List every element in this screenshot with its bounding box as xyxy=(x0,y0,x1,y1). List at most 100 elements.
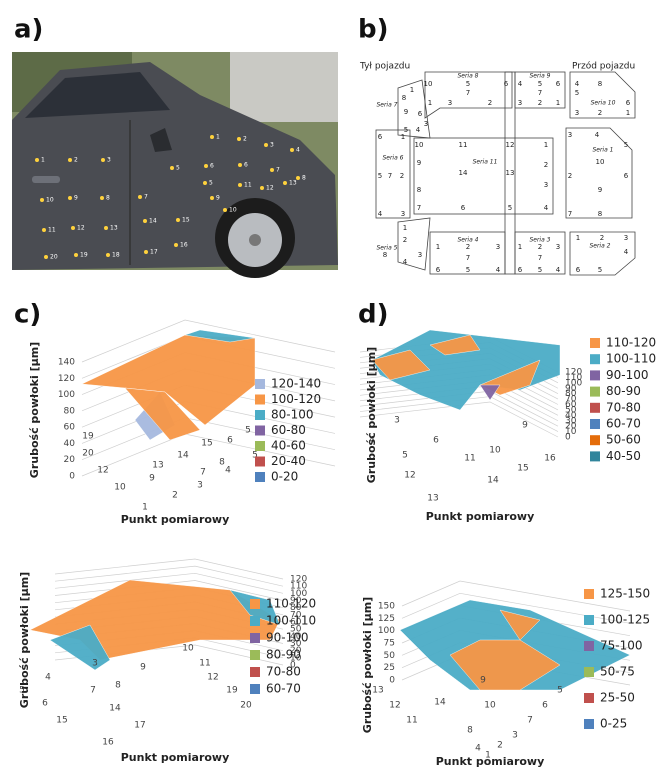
diagram-point: 5 xyxy=(598,266,602,274)
y-tick-label: 60 xyxy=(64,423,76,433)
depth-label: 12 xyxy=(404,471,415,481)
depth-label: 3 xyxy=(394,416,400,426)
legend-label: 75-100 xyxy=(600,639,643,653)
diagram-point: 7 xyxy=(568,210,572,218)
y-tick-label: 150 xyxy=(378,602,395,612)
point-label: 3 xyxy=(270,142,274,149)
measure-dot xyxy=(44,255,48,259)
depth-label: 7 xyxy=(200,468,206,478)
depth-label: 10 xyxy=(484,701,496,711)
legend-swatch xyxy=(584,641,594,651)
y-axis-title: Grubość powłoki [µm] xyxy=(18,572,31,708)
measure-dot xyxy=(100,196,104,200)
measure-dot xyxy=(71,226,75,230)
diagram-point: 4 xyxy=(378,210,383,218)
diagram-point: 3 xyxy=(448,99,452,107)
point-label: 4 xyxy=(296,147,300,154)
diagram-point: 3 xyxy=(624,234,628,242)
measure-dot xyxy=(204,164,208,168)
diagram-point: 8 xyxy=(598,80,602,88)
y-tick-label: 120 xyxy=(58,374,75,384)
diagram-point: 5 xyxy=(624,141,628,149)
legend-swatch xyxy=(590,435,600,445)
diagram-point: 6 xyxy=(624,172,629,180)
depth-label: 20 xyxy=(240,701,252,711)
legend-label: 100-125 xyxy=(600,613,650,627)
legend-label: 100-110 xyxy=(606,352,656,366)
legend-swatch xyxy=(255,426,265,436)
legend-swatch xyxy=(255,379,265,389)
legend-swatch xyxy=(250,633,260,643)
y-tick-label: 100 xyxy=(378,626,395,636)
legend-swatch xyxy=(250,616,260,626)
diagram-point: 3 xyxy=(568,131,572,139)
depth-label: 2 xyxy=(172,491,178,501)
legend-label: 110-120 xyxy=(606,336,656,350)
depth-label: 15 xyxy=(56,716,67,726)
x-axis-title: Punkt pomiarowy xyxy=(436,755,545,768)
diagram-point: 1 xyxy=(518,243,522,251)
point-label: 7 xyxy=(276,167,280,174)
depth-label: 20 xyxy=(82,449,94,459)
y-axis-title: Grubość powłoki [µm] xyxy=(361,597,374,733)
legend-label: 0-25 xyxy=(600,717,627,731)
y-axis-title: Grubość powłoki [µm] xyxy=(365,347,378,483)
y-tick-label: 0 xyxy=(69,472,75,482)
series-label: Seria 8 xyxy=(457,73,478,80)
y-tick-label: 40 xyxy=(64,439,76,449)
legend-swatch xyxy=(590,451,600,461)
point-label: 5 xyxy=(209,180,213,187)
point-label: 1 xyxy=(216,134,220,141)
point-label: 6 xyxy=(244,162,248,169)
diagram-point: 2 xyxy=(400,172,404,180)
measure-dot xyxy=(223,208,227,212)
diagram-point: 6 xyxy=(518,266,523,274)
depth-label: 4 xyxy=(475,744,481,754)
measure-dot xyxy=(42,228,46,232)
diagram-point: 4 xyxy=(518,80,523,88)
point-label: 6 xyxy=(210,163,214,170)
legend-swatch xyxy=(590,338,600,348)
depth-label: 19 xyxy=(226,686,238,696)
y-tick-label: 100 xyxy=(58,390,75,400)
depth-label: 19 xyxy=(82,432,94,442)
legend-label: 80-90 xyxy=(266,648,301,662)
depth-label: 6 xyxy=(227,436,233,446)
panel-label: b) xyxy=(358,15,389,45)
depth-label: 9 xyxy=(149,474,155,484)
diagram-point: 1 xyxy=(436,243,440,251)
diagram-point: 3 xyxy=(518,99,522,107)
measure-dot xyxy=(35,158,39,162)
depth-label: 15 xyxy=(517,464,528,474)
depth-label: 8 xyxy=(115,681,121,691)
measure-dot xyxy=(40,198,44,202)
diagram-point: 6 xyxy=(556,80,561,88)
legend-label: 100-120 xyxy=(271,392,321,406)
depth-label: 12 xyxy=(389,701,400,711)
y-tick-label: 120 xyxy=(290,575,307,585)
depth-label: 9 xyxy=(522,421,528,431)
legend-swatch xyxy=(255,441,265,451)
point-label: 9 xyxy=(216,195,220,202)
legend-swatch xyxy=(584,667,594,677)
legend-swatch xyxy=(255,395,265,405)
legend-label: 90-100 xyxy=(266,631,309,645)
measure-dot xyxy=(210,135,214,139)
diagram-point: 1 xyxy=(576,234,580,242)
depth-label: 14 xyxy=(434,698,446,708)
diagram-point: 5 xyxy=(575,89,579,97)
depth-label: 7 xyxy=(527,716,533,726)
measure-dot xyxy=(283,181,287,185)
rear-label: Tył pojazdu xyxy=(359,62,410,72)
diagram-point: 14 xyxy=(459,169,468,177)
series-label: Seria 11 xyxy=(473,159,498,166)
depth-label: 6 xyxy=(542,701,548,711)
legend-label: 20-40 xyxy=(271,454,306,468)
point-label: 3 xyxy=(107,157,111,164)
diagram-point: 6 xyxy=(504,80,509,88)
legend-swatch xyxy=(590,403,600,413)
legend-swatch xyxy=(255,472,265,482)
legend-label: 60-70 xyxy=(606,417,641,431)
legend-label: 0-20 xyxy=(271,470,298,484)
legend-swatch xyxy=(250,650,260,660)
